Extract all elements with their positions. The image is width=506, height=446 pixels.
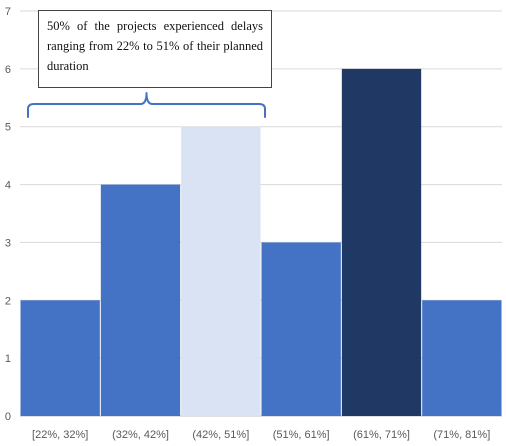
y-tick-label: 1 — [5, 353, 11, 365]
x-tick-label: (51%, 61%] — [273, 429, 330, 441]
y-tick-label: 2 — [5, 295, 11, 307]
annotation-callout: 50% of the projects experienced delays r… — [38, 10, 272, 88]
x-tick-label: (32%, 42%] — [112, 429, 169, 441]
y-tick-label: 0 — [5, 411, 11, 423]
x-tick-label: [22%, 32%] — [32, 429, 88, 441]
x-tick-labels: [22%, 32%] (32%, 42%] (42%, 51%] (51%, 61%]… — [32, 429, 490, 441]
y-tick-labels: 0 1 2 3 4 5 6 7 — [5, 6, 11, 423]
bar — [261, 242, 341, 416]
x-tick-label: (71%, 81%] — [433, 429, 490, 441]
bars — [20, 68, 502, 416]
y-tick-label: 5 — [5, 122, 11, 134]
y-tick-label: 6 — [5, 64, 11, 76]
bar — [181, 126, 261, 416]
x-tick-label: (42%, 51%] — [192, 429, 249, 441]
bar — [20, 300, 100, 416]
bar — [100, 184, 181, 416]
bar — [422, 300, 502, 416]
bar — [341, 68, 422, 416]
y-tick-label: 3 — [5, 237, 11, 249]
annotation-brace — [27, 92, 266, 118]
y-tick-label: 4 — [5, 180, 11, 192]
x-tick-label: (61%, 71%] — [353, 429, 410, 441]
y-tick-label: 7 — [5, 6, 11, 18]
annotation-text: 50% of the projects experienced delays r… — [47, 19, 263, 73]
